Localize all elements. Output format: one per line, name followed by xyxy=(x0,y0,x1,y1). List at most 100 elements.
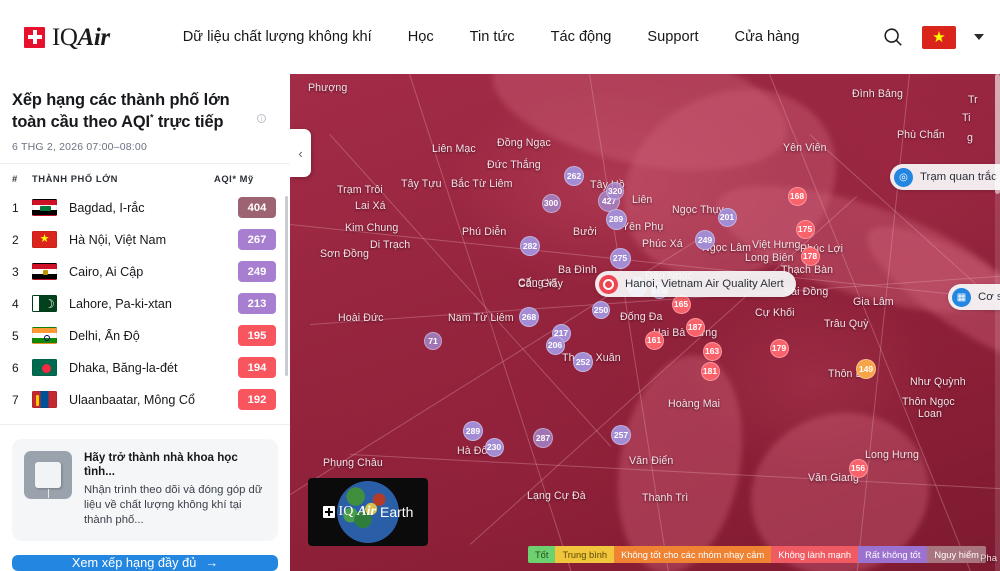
iqair-earth-globe-icon xyxy=(337,481,399,543)
aqi-marker[interactable]: 289 xyxy=(605,208,627,230)
ranking-list: 1 Bagdad, I-rắc 404 2 Hà Nội, Việt Nam 267 3 Ca… xyxy=(0,192,290,416)
earth-logo-air: Air xyxy=(357,504,376,519)
vietnam-flag-icon[interactable]: ★ xyxy=(922,25,956,49)
ranking-table-header: # THÀNH PHỐ LỚN AQI* Mỹ xyxy=(0,162,290,192)
chevron-down-icon[interactable] xyxy=(974,34,984,40)
aqi-marker[interactable]: 179 xyxy=(769,338,789,358)
title-line-2-post: trực tiếp xyxy=(153,112,224,131)
aqi-marker[interactable]: 300 xyxy=(541,193,561,213)
air-quality-map[interactable]: Phượng Đình Bảng Liên Mạc Đồng Ngạc Đức Thắn… xyxy=(290,74,1000,571)
table-row[interactable]: 1 Bagdad, I-rắc 404 xyxy=(0,192,290,224)
page-scrollbar[interactable] xyxy=(995,74,1000,571)
aqi-marker[interactable]: 168 xyxy=(787,186,807,206)
title-asterisk: * xyxy=(149,112,154,123)
aqi-marker[interactable]: 165 xyxy=(671,294,691,314)
earth-logo-earth: Earth xyxy=(380,504,414,520)
aqi-marker[interactable]: 175 xyxy=(795,219,815,239)
row-rank: 1 xyxy=(12,200,19,215)
earth-logo-iq: IQ xyxy=(338,504,354,519)
nav-item-store[interactable]: Cửa hàng xyxy=(734,29,800,45)
aqi-marker[interactable]: 257 xyxy=(611,425,631,445)
aqi-marker[interactable]: 282 xyxy=(520,236,540,256)
facility-pill[interactable]: ▦ Cơ sở xyxy=(948,284,1000,310)
aqi-marker[interactable]: 181 xyxy=(700,361,720,381)
row-rank: 3 xyxy=(12,264,19,279)
legend-item-unhealthy-sensitive: Không tốt cho các nhóm nhạy cảm xyxy=(614,546,772,563)
earth-widget-label: IQ Air Earth xyxy=(322,504,414,520)
logo-air: Air xyxy=(77,23,111,51)
aqi-marker[interactable]: 161 xyxy=(644,330,664,350)
row-city-name: Hà Nội, Việt Nam xyxy=(69,232,167,247)
row-rank: 6 xyxy=(12,360,19,375)
air-quality-alert-icon xyxy=(599,274,618,294)
view-full-ranking-button[interactable]: Xem xếp hạng đầy đủ → xyxy=(12,554,278,571)
aqi-marker[interactable]: 320 xyxy=(606,182,624,200)
table-row[interactable]: 4 Lahore, Pa-ki-xtan 213 xyxy=(0,288,290,320)
aqi-marker[interactable]: 249 xyxy=(695,230,715,250)
air-quality-alert-pill[interactable]: Hanoi, Vietnam Air Quality Alert xyxy=(595,271,796,297)
aqi-marker[interactable]: 206 xyxy=(545,335,565,355)
search-icon[interactable] xyxy=(882,26,904,48)
logo-text: IQAir xyxy=(52,23,110,52)
iraq-flag-icon xyxy=(32,199,57,217)
aqi-marker[interactable]: 201 xyxy=(717,207,737,227)
nav-item-air-quality-data[interactable]: Dữ liệu chất lượng không khí xyxy=(182,29,372,45)
legend-item-very-unhealthy: Rất không tốt xyxy=(858,546,928,563)
india-flag-icon xyxy=(32,327,57,345)
station-pill-label: Trạm quan trắc chất l xyxy=(920,171,1000,183)
aqi-marker[interactable]: 268 xyxy=(519,307,539,327)
chevron-left-icon: ‹ xyxy=(298,145,303,161)
scrollbar-thumb[interactable] xyxy=(995,74,1000,194)
aqi-marker[interactable]: 163 xyxy=(702,341,722,361)
promo-text-block: Hãy trở thành nhà khoa học tình... Nhận … xyxy=(84,451,266,529)
aqi-marker[interactable]: 262 xyxy=(564,166,584,186)
cta-label: Xem xếp hạng đầy đủ xyxy=(71,555,197,571)
row-city-name: Bagdad, I-rắc xyxy=(69,200,145,215)
promo-title: Hãy trở thành nhà khoa học tình... xyxy=(84,450,238,479)
monitoring-station-pill[interactable]: ◎ Trạm quan trắc chất l xyxy=(890,164,1000,190)
vietnam-flag-icon xyxy=(32,231,57,249)
aqi-marker[interactable]: 230 xyxy=(484,437,504,457)
legend-item-good: Tốt xyxy=(528,546,556,563)
ranking-sidebar: Xếp hạng các thành phố lớn toàn cầu theo… xyxy=(0,74,290,571)
nav-item-impact[interactable]: Tác động xyxy=(550,29,612,45)
header-actions: ★ xyxy=(882,25,984,49)
iqair-logo[interactable]: IQAir xyxy=(24,23,110,52)
info-icon[interactable]: i xyxy=(257,114,266,123)
main-nav: Dữ liệu chất lượng không khí Học Tin tức… xyxy=(183,29,800,45)
iqair-earth-widget[interactable]: IQ Air Earth xyxy=(308,478,428,546)
air-monitor-device-icon xyxy=(24,450,72,499)
page-title: Xếp hạng các thành phố lớn toàn cầu theo… xyxy=(12,90,276,134)
aqi-marker[interactable]: 252 xyxy=(573,352,593,372)
citizen-scientist-promo-card[interactable]: Hãy trở thành nhà khoa học tình... Nhận … xyxy=(12,438,278,541)
sidebar-collapse-button[interactable]: ‹ xyxy=(290,129,311,177)
nav-item-support[interactable]: Support xyxy=(647,29,699,45)
egypt-flag-icon xyxy=(32,263,57,281)
row-city-name: Cairo, Ai Cập xyxy=(69,264,144,279)
table-row[interactable]: 7 Ulaanbaatar, Mông Cổ 192 xyxy=(0,384,290,416)
table-row[interactable]: 6 Dhaka, Băng-la-đét 194 xyxy=(0,352,290,384)
aqi-marker[interactable]: 289 xyxy=(463,421,483,441)
aqi-marker[interactable]: 178 xyxy=(800,246,820,266)
status-badge: 267 xyxy=(238,229,276,251)
status-badge: 404 xyxy=(238,197,276,219)
aqi-marker[interactable]: 275 xyxy=(609,247,631,269)
table-row[interactable]: 5 Delhi, Ấn Độ 195 xyxy=(0,320,290,352)
aqi-marker[interactable]: 187 xyxy=(685,317,705,337)
sidebar-scrollbar[interactable] xyxy=(285,196,288,376)
legend-item-unhealthy: Không lành mạnh xyxy=(771,546,859,563)
aqi-marker[interactable]: 250 xyxy=(592,301,610,319)
column-header-city: THÀNH PHỐ LỚN xyxy=(32,172,118,184)
table-row[interactable]: 2 Hà Nội, Việt Nam 267 xyxy=(0,224,290,256)
mongolia-flag-icon xyxy=(32,391,57,409)
row-rank: 7 xyxy=(12,392,19,407)
nav-item-learn[interactable]: Học xyxy=(407,29,434,45)
promo-description: Nhận trình theo dõi và đóng góp dữ liệu … xyxy=(84,483,263,527)
aqi-marker[interactable]: 149 xyxy=(856,359,876,379)
aqi-marker[interactable]: 71 xyxy=(424,332,442,350)
aqi-marker[interactable]: 287 xyxy=(533,428,553,448)
table-row[interactable]: 3 Cairo, Ai Cập 249 xyxy=(0,256,290,288)
status-badge: 195 xyxy=(238,325,276,347)
aqi-marker[interactable]: 156 xyxy=(848,458,868,478)
nav-item-news[interactable]: Tin tức xyxy=(469,29,515,45)
